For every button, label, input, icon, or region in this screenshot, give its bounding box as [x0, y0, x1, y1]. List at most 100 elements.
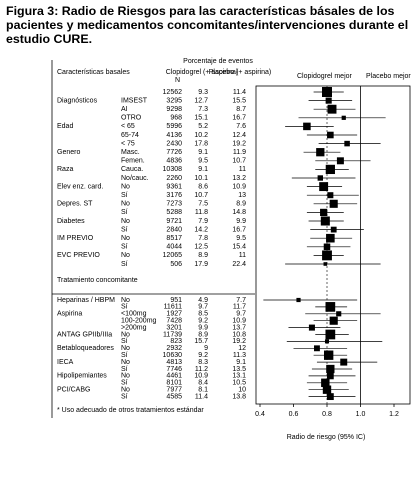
x-tick-label: 0.4 — [255, 411, 265, 418]
hr-marker — [321, 378, 330, 388]
row-placebo: 10.9 — [232, 183, 246, 190]
hr-marker — [325, 302, 336, 312]
row-group: Aspirina — [57, 311, 82, 318]
row-n: 506 — [170, 261, 182, 268]
row-n: 5996 — [166, 123, 182, 130]
row-placebo: 19.2 — [232, 338, 246, 345]
hr-marker — [330, 226, 337, 233]
row-n: 9721 — [166, 218, 182, 225]
row-subgroup: No — [121, 183, 130, 190]
hr-marker — [329, 199, 338, 208]
row-treatment: 9.9 — [198, 324, 208, 331]
better-label: Placebo mejor — [366, 73, 411, 80]
row-n: 11739 — [163, 331, 182, 338]
row-treatment: 8.9 — [198, 331, 208, 338]
row-group: Betabloqueadores — [57, 345, 114, 352]
hr-marker — [336, 157, 344, 165]
row-n: 4836 — [166, 158, 182, 165]
row-treatment: 12.5 — [194, 244, 208, 251]
row-group: EVC PREVIO — [57, 252, 100, 259]
row-n: 3176 — [166, 192, 182, 199]
row-subgroup: AI — [121, 106, 128, 113]
header: Porcentaje de eventos — [183, 58, 253, 65]
row-placebo: 11.4 — [233, 89, 246, 96]
row-subgroup: Sí — [121, 244, 128, 251]
row-placebo: 13.2 — [232, 175, 246, 182]
row-placebo: 8.7 — [236, 106, 246, 113]
row-subgroup: Sí — [121, 366, 128, 373]
row-subgroup: Femen. — [121, 158, 145, 165]
row-n: 968 — [170, 115, 182, 122]
row-group: Diagnósticos — [57, 97, 98, 104]
hr-marker — [323, 243, 331, 251]
hr-marker — [320, 216, 330, 226]
row-placebo: 13.8 — [232, 393, 246, 400]
hr-marker — [316, 148, 325, 157]
row-subgroup: Masc. — [121, 149, 140, 156]
row-treatment: 8.3 — [198, 359, 208, 366]
row-group: IM PREVIO — [57, 235, 94, 242]
row-treatment: 9 — [204, 345, 208, 352]
footnote: * Uso adecuado de otros tratamientos est… — [57, 407, 204, 414]
row-treatment: 8.5 — [198, 311, 208, 318]
row-placebo: 11.3 — [233, 352, 246, 359]
row-n: 8517 — [166, 235, 182, 242]
hr-marker — [322, 385, 332, 394]
row-subgroup: No — [121, 373, 130, 380]
row-n: 823 — [170, 338, 182, 345]
row-treatment: 10.1 — [194, 175, 208, 182]
row-group: Diabetes — [57, 218, 85, 225]
row-treatment: 9.2 — [198, 352, 208, 359]
row-n: 2430 — [166, 140, 182, 147]
row-subgroup: Cauca. — [121, 166, 143, 173]
row-treatment: 17.9 — [194, 261, 208, 268]
header: Características basales — [57, 69, 130, 76]
row-subgroup: Sí — [121, 380, 128, 387]
row-placebo: 16.7 — [232, 226, 246, 233]
row-placebo: 11 — [239, 166, 246, 173]
row-subgroup: Sí — [121, 352, 128, 359]
row-n: 7428 — [166, 318, 182, 325]
row-placebo: 19.2 — [232, 140, 246, 147]
row-treatment: 8.4 — [198, 380, 208, 387]
row-placebo: 9.1 — [236, 359, 246, 366]
row-n: 4813 — [166, 359, 182, 366]
row-placebo: 10.9 — [232, 318, 246, 325]
hr-marker — [296, 297, 301, 303]
row-n: 12065 — [163, 252, 183, 259]
row-treatment: 15.1 — [194, 115, 208, 122]
row-placebo: 9.7 — [236, 311, 246, 318]
x-tick-label: 1.2 — [389, 411, 399, 418]
hr-marker — [325, 97, 332, 104]
hr-marker — [326, 372, 334, 380]
row-n: 1927 — [166, 311, 182, 318]
row-placebo: 15.5 — [232, 97, 246, 104]
row-treatment: 7.5 — [198, 201, 208, 208]
hr-marker — [323, 262, 328, 266]
row-treatment: 9.2 — [198, 318, 208, 325]
row-treatment: 9.1 — [198, 166, 208, 173]
row-treatment: 9.1 — [198, 149, 208, 156]
row-group: Hipolipemiantes — [57, 373, 107, 380]
row-treatment: 8.6 — [198, 183, 208, 190]
hr-marker — [327, 131, 334, 139]
row-treatment: 7.8 — [198, 235, 208, 242]
row-placebo: 10.8 — [232, 331, 246, 338]
row-placebo: 13.5 — [232, 366, 246, 373]
row-n: 11611 — [164, 304, 183, 311]
row-n: 9298 — [166, 106, 182, 113]
row-treatment: 11.4 — [195, 393, 208, 400]
row-group: ANTAG GPIIb/IIIa — [57, 331, 112, 338]
x-tick-label: 1.0 — [356, 411, 366, 418]
hr-marker — [344, 140, 350, 147]
row-placebo: 11.9 — [233, 149, 246, 156]
row-group: PCI/CABG — [57, 387, 90, 394]
row-placebo: 10.7 — [232, 158, 246, 165]
row-treatment: 12.7 — [194, 97, 208, 104]
row-n: 10630 — [163, 352, 183, 359]
row-subgroup: No — [121, 297, 130, 304]
hr-marker — [303, 122, 311, 131]
hr-marker — [336, 311, 342, 317]
hr-marker — [322, 87, 332, 97]
